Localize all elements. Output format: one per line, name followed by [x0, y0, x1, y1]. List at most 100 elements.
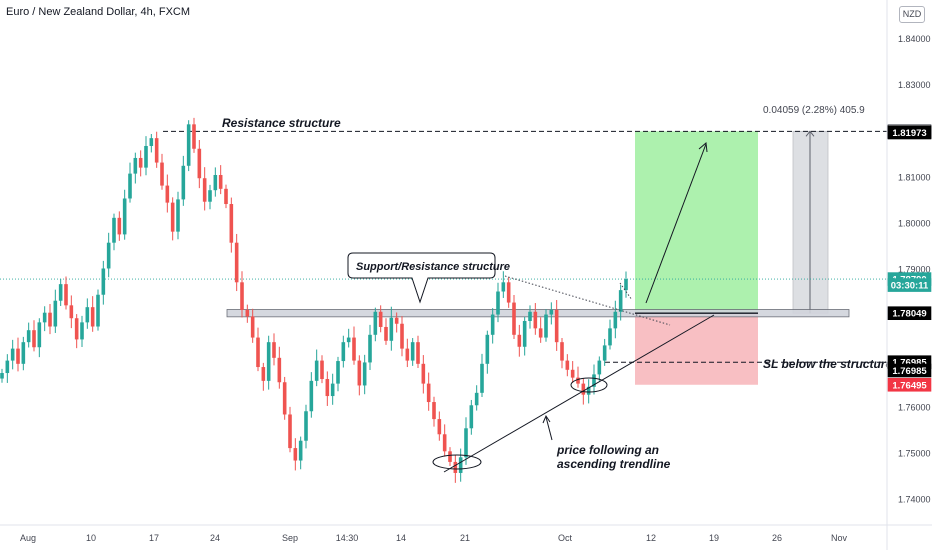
price-tick-label: 1.80000: [898, 218, 931, 228]
candle: [570, 361, 575, 383]
candle: [234, 233, 239, 292]
candle: [240, 271, 244, 318]
candle: [117, 211, 122, 241]
candle: [58, 278, 63, 307]
candles: [0, 117, 628, 483]
candle: [277, 346, 282, 389]
candle: [378, 305, 383, 333]
svg-text:1.76985: 1.76985: [892, 366, 927, 377]
candle: [613, 300, 618, 339]
candle: [74, 314, 79, 349]
candle: [154, 131, 159, 168]
candle: [554, 300, 559, 351]
svg-text:1.81973: 1.81973: [892, 128, 926, 139]
candle: [42, 306, 47, 332]
candle: [48, 303, 52, 335]
price-tick-label: 1.74000: [898, 495, 931, 505]
currency-button[interactable]: NZD: [899, 6, 925, 23]
candle: [501, 271, 506, 298]
candle: [341, 335, 346, 368]
target-zone: [635, 131, 758, 314]
candle: [528, 305, 532, 329]
price-axis[interactable]: 1.840001.830001.820001.810001.800001.790…: [898, 34, 931, 505]
candle: [293, 438, 298, 471]
time-tick-label: 10: [86, 533, 96, 543]
price-tag: 1.76985: [887, 363, 932, 378]
candle: [410, 338, 415, 366]
candle: [0, 368, 4, 383]
candle: [469, 399, 474, 435]
candle: [357, 355, 362, 396]
candle: [448, 447, 452, 467]
candle: [176, 191, 180, 240]
candle: [165, 174, 170, 213]
candle: [80, 315, 84, 348]
time-tick-label: 21: [460, 533, 470, 543]
candle: [400, 316, 404, 357]
time-tick-label: Oct: [558, 533, 573, 543]
candle: [320, 355, 324, 384]
candle: [538, 317, 543, 343]
candle: [512, 294, 516, 339]
candle: [106, 232, 111, 278]
candle: [229, 197, 234, 253]
candle: [64, 276, 68, 310]
callout-box: [347, 252, 496, 304]
candle: [592, 364, 596, 395]
candle: [624, 271, 628, 298]
candle: [426, 372, 431, 411]
candle: [250, 308, 255, 343]
candle: [330, 373, 335, 405]
candle: [437, 411, 442, 441]
price-tag: 1.81973: [887, 125, 932, 140]
candle: [309, 372, 314, 418]
candle: [69, 295, 74, 329]
price-tick-label: 1.76000: [898, 403, 931, 413]
candle: [144, 136, 148, 176]
candle: [442, 424, 447, 457]
candle: [85, 298, 90, 329]
descending-dotted-line: [504, 275, 671, 326]
note-arrow-head: [542, 414, 551, 424]
candle: [336, 356, 340, 392]
projection-arrow-head: [698, 142, 708, 153]
candle: [160, 153, 164, 190]
svg-text:03:30:11: 03:30:11: [891, 281, 929, 292]
swing-low-ellipse-1: [432, 454, 482, 470]
svg-text:1.76495: 1.76495: [892, 380, 927, 391]
price-tick-label: 1.75000: [898, 449, 931, 459]
candle: [133, 152, 138, 184]
sl-label: SL below the structure: [763, 357, 892, 371]
candle: [485, 330, 490, 374]
candle: [272, 333, 276, 366]
chart-title: Euro / New Zealand Dollar, 4h, FXCM: [6, 6, 191, 18]
candle: [421, 355, 426, 394]
price-tick-label: 1.83000: [898, 80, 931, 90]
measure-label: 0.04059 (2.28%) 405.9: [763, 105, 865, 116]
price-tags: 1.819981.819781.819731.7879003:30:111.78…: [887, 124, 932, 392]
candle: [389, 306, 394, 351]
candle: [53, 289, 58, 333]
candle: [282, 376, 287, 420]
candle: [5, 354, 10, 383]
candle: [32, 320, 36, 352]
price-tick-label: 1.79000: [898, 264, 931, 274]
candle: [16, 337, 20, 372]
support-resistance-label: Support/Resistance structure: [356, 261, 510, 273]
candle: [325, 371, 330, 406]
resistance-label: Resistance structure: [222, 116, 341, 130]
candle: [261, 362, 266, 391]
candle: [304, 404, 308, 449]
time-tick-label: Aug: [20, 533, 36, 543]
candle: [298, 436, 303, 470]
price-tick-label: 1.84000: [898, 34, 931, 44]
candle: [474, 385, 479, 411]
time-axis[interactable]: Aug 10 17 24 Sep 14:30 14 21 Oct 12 19 26 Nov: [20, 533, 848, 543]
ascending-trendline: [443, 314, 715, 473]
time-tick-label: Sep: [282, 533, 298, 543]
candle: [352, 326, 356, 365]
candle: [90, 296, 95, 332]
candle: [384, 318, 388, 345]
candle: [586, 379, 591, 404]
